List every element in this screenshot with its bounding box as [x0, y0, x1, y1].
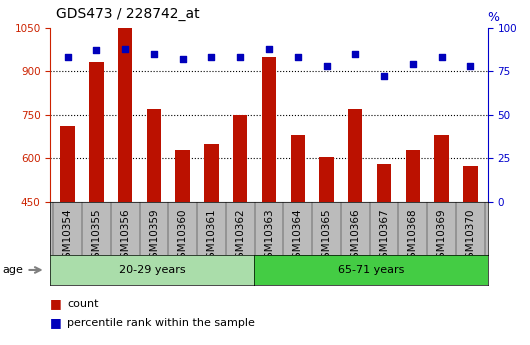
- Text: GSM10362: GSM10362: [235, 208, 245, 265]
- Bar: [204, 144, 219, 333]
- Text: GSM10361: GSM10361: [207, 208, 216, 265]
- Text: GSM10355: GSM10355: [91, 208, 101, 265]
- Bar: [377, 164, 391, 333]
- Bar: [319, 157, 334, 333]
- Bar: [405, 150, 420, 333]
- Text: GDS473 / 228742_at: GDS473 / 228742_at: [56, 7, 199, 21]
- Text: ■: ■: [50, 297, 62, 310]
- Bar: [175, 150, 190, 333]
- Point: [64, 55, 72, 60]
- Text: GSM10370: GSM10370: [465, 208, 475, 265]
- Point: [121, 46, 129, 51]
- Text: percentile rank within the sample: percentile rank within the sample: [67, 318, 255, 327]
- Point: [264, 46, 273, 51]
- Bar: [262, 57, 276, 333]
- Text: GSM10363: GSM10363: [264, 208, 274, 265]
- Text: GSM10356: GSM10356: [120, 208, 130, 265]
- Text: GSM10367: GSM10367: [379, 208, 389, 265]
- Point: [380, 73, 388, 79]
- Bar: [435, 135, 449, 333]
- Bar: [118, 28, 132, 333]
- Text: GSM10360: GSM10360: [178, 208, 188, 265]
- Bar: [147, 109, 161, 333]
- Point: [437, 55, 446, 60]
- Point: [466, 63, 474, 69]
- Text: GSM10369: GSM10369: [437, 208, 447, 265]
- Text: GSM10366: GSM10366: [350, 208, 360, 265]
- Point: [179, 56, 187, 62]
- Point: [92, 48, 101, 53]
- Bar: [290, 135, 305, 333]
- Text: GSM10359: GSM10359: [149, 208, 159, 265]
- Bar: [89, 62, 103, 333]
- Point: [207, 55, 216, 60]
- Bar: [463, 166, 478, 333]
- Text: age: age: [3, 265, 23, 275]
- Point: [149, 51, 158, 57]
- Text: 65-71 years: 65-71 years: [338, 265, 404, 275]
- Text: GSM10368: GSM10368: [408, 208, 418, 265]
- Point: [322, 63, 331, 69]
- Text: GSM10365: GSM10365: [322, 208, 331, 265]
- Point: [236, 55, 244, 60]
- Text: ■: ■: [50, 316, 62, 329]
- Point: [294, 55, 302, 60]
- Text: GSM10364: GSM10364: [293, 208, 303, 265]
- Text: 20-29 years: 20-29 years: [119, 265, 186, 275]
- Text: %: %: [488, 11, 500, 24]
- Point: [351, 51, 359, 57]
- Point: [409, 61, 417, 67]
- Text: count: count: [67, 299, 99, 308]
- Bar: [348, 109, 363, 333]
- Bar: [60, 126, 75, 333]
- Bar: [233, 115, 248, 333]
- Text: GSM10354: GSM10354: [63, 208, 73, 265]
